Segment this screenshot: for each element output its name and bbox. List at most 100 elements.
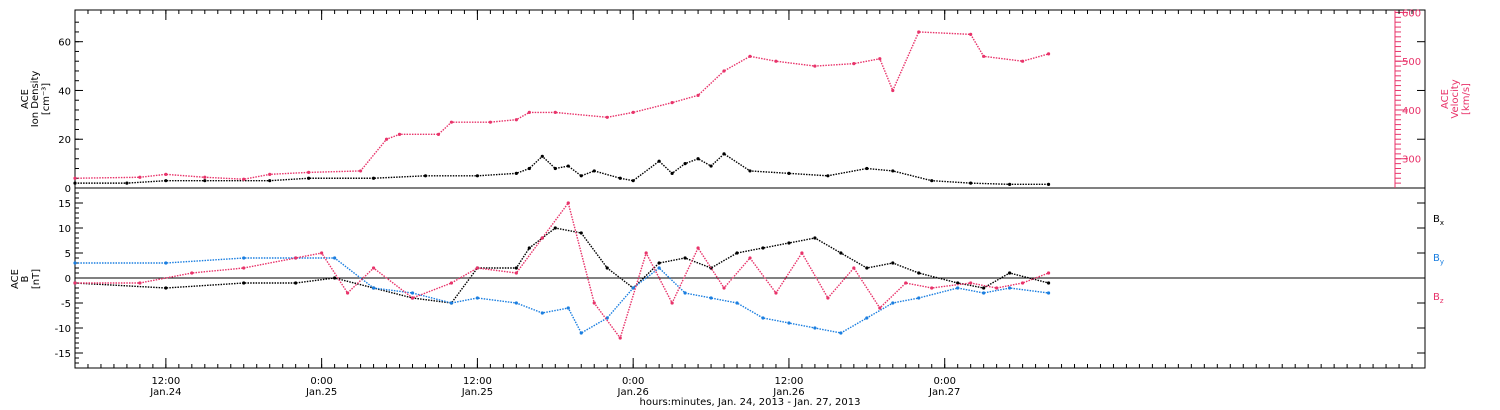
density-point [579, 174, 583, 178]
velocity-tick-label: 400 [1402, 106, 1421, 117]
by-point [839, 331, 843, 335]
bx-point [527, 246, 531, 250]
density-point [540, 154, 544, 158]
velocity-axis-label: ACE Velocity [km/s] [1440, 79, 1472, 118]
velocity-point [553, 110, 557, 115]
velocity-point [449, 120, 454, 124]
velocity-point [696, 93, 700, 97]
bx-point [917, 271, 921, 275]
bz-point [696, 246, 700, 250]
bx-point [605, 266, 609, 270]
velocity-point [852, 62, 856, 66]
b-label-line3: [nT] [31, 269, 42, 289]
density-point [865, 166, 869, 171]
top-panel-data [73, 30, 1051, 186]
by-point [449, 301, 454, 305]
by-point [891, 301, 895, 305]
bx-point [787, 241, 791, 245]
b-tick-label: 5 [65, 249, 71, 260]
density-series-line [75, 152, 1049, 186]
density-axis-label: ACE Ion Density [cm⁻³] [20, 71, 52, 128]
velocity-point [488, 120, 492, 124]
bz-point [449, 281, 454, 285]
b-label-line1: ACE [10, 269, 21, 289]
bz-point [190, 271, 194, 275]
bz-point [904, 281, 908, 285]
bz-point [371, 266, 376, 270]
bz-point [592, 301, 596, 305]
bz-point [242, 266, 246, 270]
density-point [930, 179, 934, 183]
by-point [164, 261, 168, 265]
velocity-axis-ticks: 300400500600 [1395, 8, 1421, 184]
time-tick-label: 0:00 [933, 376, 955, 387]
bz-point [618, 336, 622, 340]
bx-point [553, 226, 557, 230]
legend-by: By [1433, 253, 1444, 266]
bx-point [735, 251, 739, 255]
date-tick-label: Jan.24 [149, 387, 181, 398]
time-tick-label: 12:00 [775, 376, 804, 387]
density-point [268, 179, 272, 183]
velocity-point [1046, 52, 1051, 56]
bz-point [475, 266, 480, 270]
by-point [514, 301, 518, 305]
bx-point [1046, 281, 1051, 285]
velocity-point [813, 64, 817, 68]
b-tick-label: -10 [55, 324, 71, 335]
bx-point [333, 276, 337, 280]
b-axis-ticks: -15 -10 -5 0 5 10 15 [55, 192, 1425, 364]
by-point [73, 261, 77, 265]
density-point [1008, 182, 1012, 186]
by-point [605, 316, 609, 320]
density-tick-label: 40 [58, 86, 71, 97]
density-point [527, 166, 531, 171]
by-point [787, 321, 791, 325]
velocity-point [722, 69, 726, 73]
density-point [696, 157, 700, 161]
by-point [735, 301, 739, 305]
density-point [475, 174, 480, 178]
bz-point [670, 301, 674, 305]
velocity-point [891, 88, 895, 93]
b-tick-label: 0 [65, 274, 71, 285]
bz-series-line [75, 201, 1049, 340]
bz-point [294, 256, 298, 260]
b-tick-label: -15 [55, 349, 71, 360]
b-tick-label: 15 [58, 199, 71, 210]
bz-point [748, 256, 752, 260]
bz-point [852, 266, 856, 270]
bz-point [514, 271, 518, 275]
bx-point [683, 256, 687, 260]
by-point [982, 291, 986, 295]
velocity-point [164, 172, 168, 176]
velocity-tick-label: 500 [1402, 57, 1421, 68]
velocity-point [631, 110, 635, 115]
density-label-line3: [cm⁻³] [41, 83, 52, 115]
density-point [164, 179, 168, 183]
velocity-point [268, 172, 272, 176]
bz-point [73, 281, 77, 285]
bz-point [878, 306, 882, 310]
by-point [410, 291, 415, 295]
density-point [553, 166, 557, 171]
bz-point [969, 281, 973, 285]
b-legend: Bx By Bz [1433, 214, 1444, 305]
bz-point [566, 201, 570, 205]
density-point [657, 159, 661, 163]
date-tick-label: Jan.27 [928, 387, 960, 398]
density-point [722, 152, 726, 156]
bx-point [1008, 271, 1012, 275]
bz-point [644, 251, 648, 255]
density-point [514, 171, 518, 175]
velocity-point [307, 170, 311, 174]
by-point [333, 256, 337, 260]
by-point [579, 331, 583, 335]
velocity-point [514, 118, 518, 122]
by-point [865, 316, 869, 320]
velocity-label-line2: Velocity [1450, 79, 1461, 118]
bx-point [164, 286, 168, 290]
bx-point [865, 266, 869, 270]
time-tick-label: 12:00 [463, 376, 492, 387]
